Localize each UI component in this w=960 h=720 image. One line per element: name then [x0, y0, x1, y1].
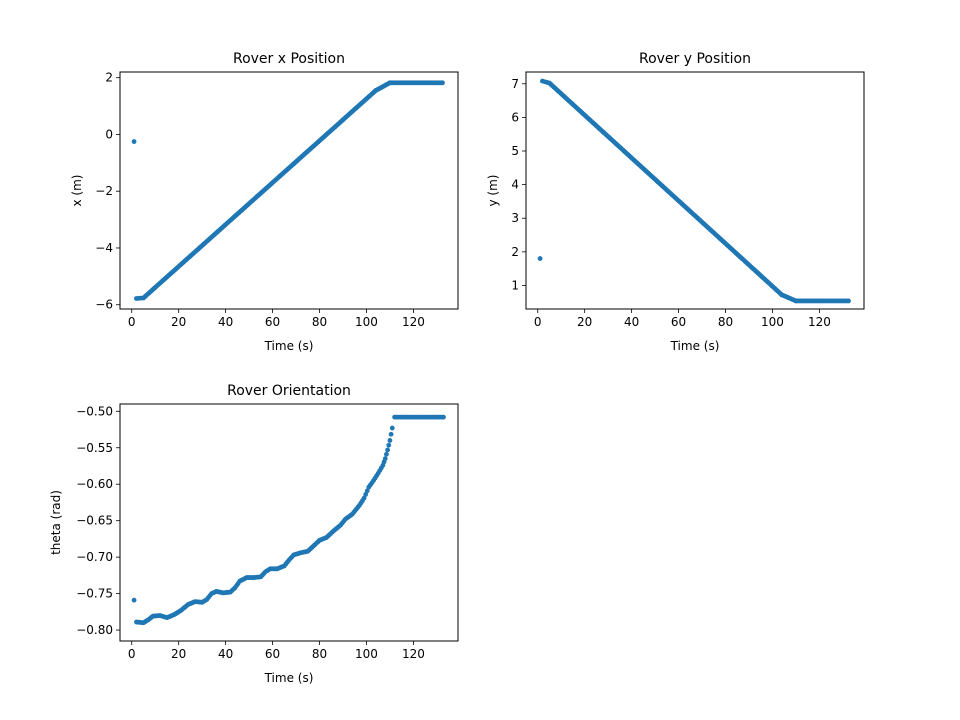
y-tick-label: 2: [511, 245, 519, 259]
x-tick-label: 20: [171, 315, 186, 329]
y-axis-label-y-position: y (m): [486, 175, 500, 207]
data-points-x-position: [131, 80, 445, 301]
y-tick-label: −0.75: [76, 587, 113, 601]
chart-title-x-position: Rover x Position: [233, 51, 345, 67]
y-axis-label-orientation: theta (rad): [49, 490, 63, 555]
y-tick-label: −0.65: [76, 514, 113, 528]
x-tick-label: 80: [718, 315, 733, 329]
y-tick-label: 3: [511, 211, 519, 225]
x-tick-label: 120: [402, 647, 425, 661]
x-tick-label: 120: [402, 315, 425, 329]
y-tick-label: −0.50: [76, 404, 113, 418]
y-tick-label: 2: [105, 71, 113, 85]
chart-title-orientation: Rover Orientation: [227, 383, 351, 399]
data-points-y-position: [537, 78, 851, 304]
data-point: [441, 414, 446, 420]
y-tick-label: −0.70: [76, 550, 113, 564]
y-tick-label: −0.55: [76, 441, 113, 455]
y-ticks-x-position: −6 −4 −2 0 2: [95, 71, 120, 312]
y-tick-label: 4: [511, 178, 519, 192]
subplot-x-position: Rover x Position 0 20 40 60 80 100 120 −6−4−20…: [70, 51, 459, 353]
y-tick-label: 7: [511, 77, 519, 91]
data-point: [384, 451, 389, 457]
y-tick-label: −0.60: [76, 477, 113, 491]
data-point: [131, 597, 137, 603]
y-ticks-orientation: −0.80 −0.75 −0.70 −0.65 −0.60 −0.55 −0.50: [76, 404, 120, 637]
y-tick-label: 6: [511, 110, 519, 124]
x-tick-label: 120: [808, 315, 831, 329]
x-ticks-orientation: 0 20 40 60 80 100 120: [128, 641, 425, 661]
x-tick-label: 100: [355, 647, 378, 661]
chart-title-y-position: Rover y Position: [639, 51, 751, 67]
data-point: [131, 139, 137, 144]
data-point: [361, 495, 367, 501]
y-tick-label: −6: [95, 298, 113, 312]
x-ticks-y-position: 0 20 40 60 80 100 120: [534, 309, 831, 329]
data-point: [387, 438, 393, 443]
x-tick-label: 40: [218, 315, 233, 329]
x-tick-label: 40: [624, 315, 639, 329]
x-axis-label-x-position: Time (s): [264, 339, 314, 353]
data-point: [537, 256, 543, 261]
x-tick-label: 100: [355, 315, 378, 329]
data-point: [388, 431, 394, 437]
x-axis-label-y-position: Time (s): [670, 339, 720, 353]
subplot-orientation: Rover Orientation 0 20 40 60 80 100 120 −0.80−…: [49, 383, 459, 685]
y-tick-label: −2: [95, 184, 113, 198]
x-tick-label: 60: [265, 315, 280, 329]
plot-frame-x-position: [119, 71, 459, 310]
x-tick-label: 40: [218, 647, 233, 661]
x-tick-label: 20: [171, 647, 186, 661]
y-tick-label: 5: [511, 144, 519, 158]
y-tick-label: 0: [105, 127, 113, 141]
x-tick-label: 60: [671, 315, 686, 329]
y-tick-label: 1: [511, 278, 519, 292]
data-point: [385, 447, 390, 453]
plot-frame-orientation: [119, 403, 459, 642]
plot-frame-y-position: [525, 71, 865, 310]
data-point: [364, 488, 370, 494]
data-point: [363, 492, 369, 497]
data-point: [386, 442, 392, 448]
x-tick-label: 100: [761, 315, 784, 329]
y-tick-label: −4: [95, 241, 113, 255]
data-point: [382, 456, 388, 462]
y-ticks-y-position: 1 2 3 4 5 6 7: [511, 77, 526, 292]
x-tick-label: 0: [128, 647, 136, 661]
x-tick-label: 0: [534, 315, 542, 329]
y-tick-label: −0.80: [76, 623, 113, 637]
y-axis-label-x-position: x (m): [70, 175, 84, 207]
x-tick-label: 80: [312, 315, 327, 329]
data-point: [440, 80, 445, 86]
x-tick-label: 20: [577, 315, 592, 329]
x-tick-label: 60: [265, 647, 280, 661]
x-axis-label-orientation: Time (s): [264, 671, 314, 685]
data-points-orientation: [131, 414, 446, 626]
x-ticks-x-position: 0 20 40 60 80 100 120: [128, 309, 425, 329]
x-tick-label: 80: [312, 647, 327, 661]
subplot-y-position: Rover y Position 0 20 40 60 80 100 120 1 2 3 4 5 6 7…: [486, 51, 865, 353]
data-point: [846, 298, 851, 304]
x-tick-label: 0: [128, 315, 136, 329]
data-point: [389, 425, 395, 431]
